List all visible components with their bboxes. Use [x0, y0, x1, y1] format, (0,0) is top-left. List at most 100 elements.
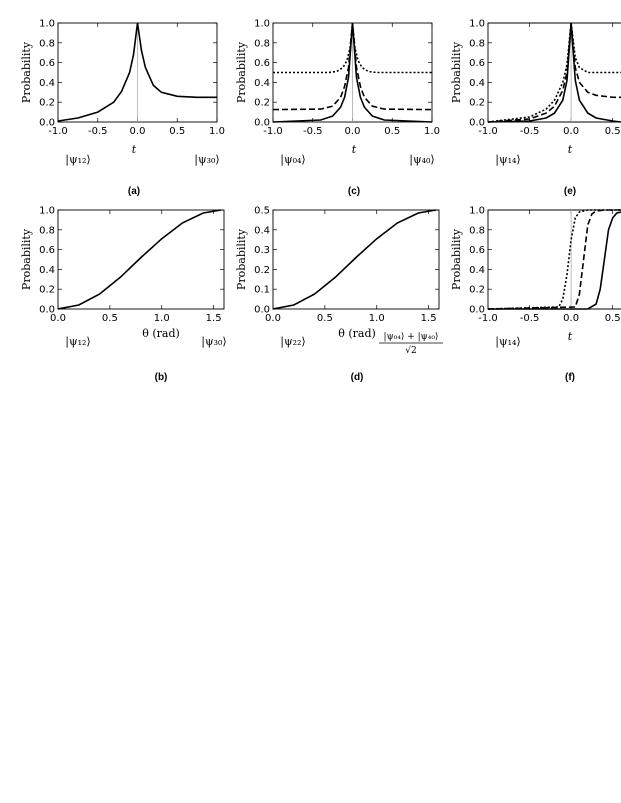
state-label-left: |ψ₁₂⟩ — [65, 335, 90, 349]
y-tick-label: 0.0 — [254, 305, 270, 316]
x-tick-label: 1.5 — [421, 313, 437, 324]
panel-f: 0.0 0.2 0.4 0.6 0.8 1.0 -1.0 -0.5 0.0 0.5 Probabil… — [450, 206, 621, 383]
panel-label: (f) — [565, 372, 575, 383]
series-solid-line — [273, 209, 437, 310]
y-tick-label: 1.0 — [469, 206, 485, 217]
y-axis-title: Probability — [450, 228, 463, 290]
y-tick-label: 0.6 — [469, 245, 485, 256]
panel-a: 0.0 0.2 0.4 0.6 0.8 1.0 -1.0 -0.5 0.0 0.5 1.0 Proba… — [20, 19, 225, 198]
y-tick-label: 1.0 — [39, 19, 55, 30]
y-tick-label: 0.1 — [254, 285, 270, 296]
panel-label: (b) — [155, 372, 168, 383]
state-label-right: |ψ₃₀⟩ — [201, 335, 226, 349]
x-axis-title: θ (rad) — [142, 327, 180, 340]
y-tick-label: 0.2 — [469, 285, 485, 296]
x-tick-label: -1.0 — [478, 126, 498, 137]
x-tick-label: -1.0 — [263, 126, 283, 137]
y-tick-label: 0.4 — [469, 265, 485, 276]
x-tick-label: 1.5 — [206, 313, 222, 324]
x-tick-label: 0.5 — [317, 313, 333, 324]
series-dotted-line — [488, 209, 621, 310]
y-tick-label: 0.2 — [39, 285, 55, 296]
x-tick-label: 0.0 — [265, 313, 281, 324]
x-tick-label: 0.5 — [169, 126, 185, 137]
plot-frame — [487, 209, 621, 310]
y-tick-label: 0.6 — [254, 58, 270, 69]
y-tick-label: 0.8 — [469, 225, 485, 236]
state-label-right-numerator: |ψ₀₄⟩ + |ψ₄₀⟩ — [384, 332, 439, 342]
y-tick-label: 0.0 — [254, 118, 270, 129]
state-label-right: |ψ₃₀⟩ — [194, 153, 219, 167]
state-label-right-denominator: √2 — [405, 345, 416, 356]
x-tick-label: 0.5 — [605, 126, 621, 137]
series-dashed-line — [488, 209, 621, 310]
state-label-left: |ψ₀₄⟩ — [280, 153, 305, 167]
state-label-left: |ψ₂₂⟩ — [280, 335, 305, 349]
panel-e: 0.0 0.2 0.4 0.6 0.8 1.0 -1.0 -0.5 0.0 0.5 Probabil… — [450, 19, 621, 197]
x-tick-label: 1.0 — [369, 313, 385, 324]
x-tick-label: 1.0 — [154, 313, 170, 324]
state-label-left: |ψ₁₄⟩ — [495, 335, 520, 349]
series-solid-line — [58, 22, 217, 122]
y-tick-label: 0.4 — [39, 265, 55, 276]
y-tick-label: 0.4 — [254, 225, 270, 236]
y-tick-label: 0.2 — [254, 98, 270, 109]
panel-label: (c) — [348, 186, 360, 197]
y-tick-label: 0.4 — [39, 78, 55, 89]
x-tick-label: -0.5 — [520, 313, 540, 324]
y-tick-label: 0.0 — [469, 305, 485, 316]
panel-d: 0.0 0.1 0.2 0.3 0.4 0.5 0.0 0.5 1.0 1.5 Probabilit… — [235, 206, 443, 383]
y-tick-label: 1.0 — [469, 19, 485, 30]
x-tick-label: -1.0 — [48, 126, 68, 137]
y-axis-title: Probability — [235, 228, 248, 290]
x-tick-label: -0.5 — [303, 126, 323, 137]
plot-frame — [57, 209, 225, 310]
y-tick-label: 0.6 — [39, 245, 55, 256]
y-tick-label: 0.0 — [39, 118, 55, 129]
y-tick-label: 0.4 — [254, 78, 270, 89]
x-axis-title: θ (rad) — [338, 327, 376, 340]
y-tick-label: 0.0 — [469, 118, 485, 129]
y-tick-label: 1.0 — [254, 19, 270, 30]
state-label-left: |ψ₁₄⟩ — [495, 153, 520, 167]
x-tick-label: -0.5 — [88, 126, 108, 137]
y-tick-label: 0.8 — [39, 38, 55, 49]
y-axis-title: Probability — [20, 228, 33, 290]
series-solid-line — [488, 211, 621, 310]
y-axis-title: Probability — [235, 41, 248, 103]
plot-frame — [272, 209, 440, 310]
panel-b: 0.0 0.2 0.4 0.6 0.8 1.0 0.0 0.5 1.0 1.5 Probabilit… — [20, 206, 227, 384]
state-label-left: |ψ₁₂⟩ — [65, 153, 90, 167]
y-axis-title: Probability — [20, 41, 33, 103]
y-tick-label: 0.5 — [254, 206, 270, 217]
x-tick-label: 1.0 — [209, 126, 225, 137]
panel-label: (a) — [128, 186, 140, 197]
y-tick-label: 0.8 — [254, 38, 270, 49]
x-tick-label: 0.5 — [605, 313, 621, 324]
x-tick-label: 0.0 — [345, 126, 361, 137]
x-tick-label: 0.0 — [563, 313, 579, 324]
plot-frame — [487, 22, 621, 123]
y-tick-label: 0.2 — [254, 265, 270, 276]
y-tick-label: 0.6 — [469, 58, 485, 69]
x-axis-title: t — [568, 143, 573, 156]
x-tick-label: -1.0 — [478, 313, 498, 324]
x-axis-title: t — [568, 330, 573, 343]
x-tick-label: 0.0 — [130, 126, 146, 137]
y-tick-label: 0.2 — [39, 98, 55, 109]
y-tick-label: 0.6 — [39, 58, 55, 69]
y-tick-label: 0.3 — [254, 245, 270, 256]
panel-label: (e) — [564, 186, 576, 197]
y-tick-label: 0.0 — [39, 305, 55, 316]
x-tick-label: 0.0 — [50, 313, 66, 324]
y-tick-label: 0.2 — [469, 98, 485, 109]
state-label-right: |ψ₄₀⟩ — [409, 153, 434, 167]
x-axis-title: t — [352, 143, 357, 156]
x-tick-label: 0.5 — [102, 313, 118, 324]
x-tick-label: 0.5 — [384, 126, 400, 137]
series-dotted-line — [488, 22, 621, 123]
x-tick-label: 1.0 — [424, 126, 440, 137]
x-tick-label: -0.5 — [520, 126, 540, 137]
y-tick-label: 0.8 — [39, 225, 55, 236]
